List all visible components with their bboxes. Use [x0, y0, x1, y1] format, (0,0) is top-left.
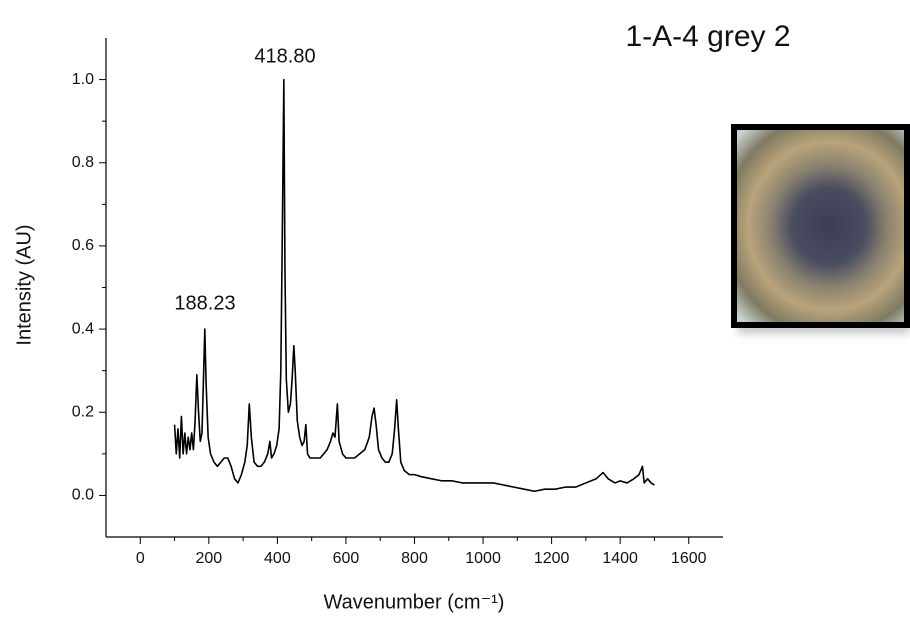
x-tick-label: 1200 — [534, 550, 570, 567]
y-tick-label: 0.0 — [72, 487, 94, 504]
y-tick-label: 0.6 — [72, 237, 94, 254]
y-tick-label: 0.8 — [72, 154, 94, 171]
spectrum-line — [173, 78, 655, 493]
x-tick-label: 1600 — [671, 550, 707, 567]
y-tick-label: 0.4 — [72, 320, 94, 337]
y-axis-label: Intensity (AU) — [13, 224, 35, 345]
x-tick-label: 1400 — [602, 550, 638, 567]
x-tick-label: 200 — [195, 550, 222, 567]
peak-annotation: 418.80 — [254, 45, 315, 67]
x-tick-label: 600 — [333, 550, 360, 567]
y-tick-label: 0.2 — [72, 403, 94, 420]
x-axis-label: Wavenumber (cm⁻¹) — [324, 591, 505, 613]
chart-title: 1-A-4 grey 2 — [625, 20, 790, 53]
x-tick-label: 1000 — [465, 550, 501, 567]
sample-photo — [731, 124, 910, 328]
x-tick-label: 800 — [401, 550, 428, 567]
x-tick-label: 0 — [136, 550, 145, 567]
y-tick-label: 1.0 — [72, 71, 94, 88]
peak-annotation: 188.23 — [174, 292, 235, 314]
x-tick-label: 400 — [264, 550, 291, 567]
